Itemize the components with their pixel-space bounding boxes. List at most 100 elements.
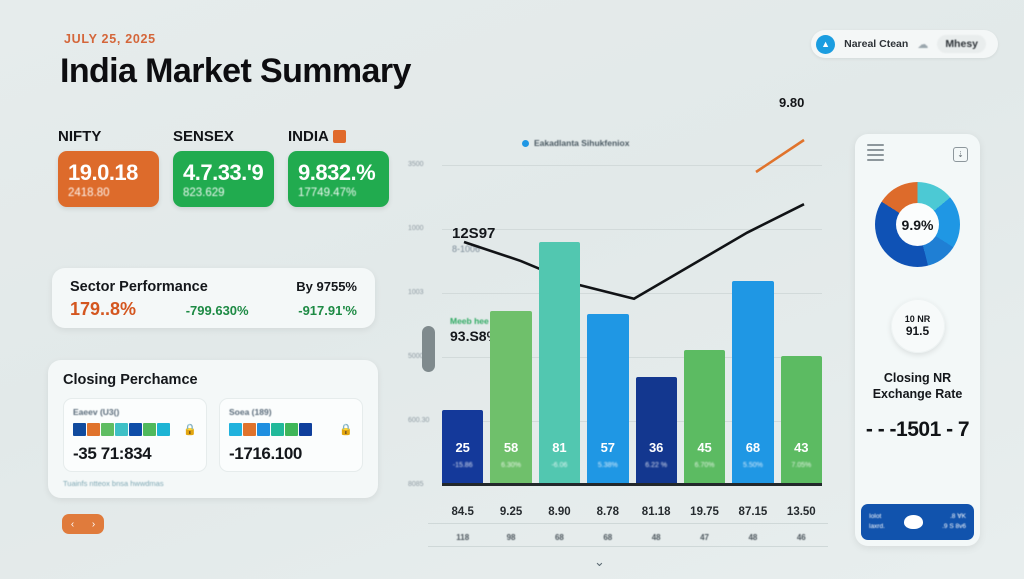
closing-subcard-1-value: -35 71:834 — [73, 444, 197, 464]
main-bar-chart[interactable]: 3500100010035000600.308085 Eakadlanta Si… — [404, 120, 828, 560]
index-value-india: 9.832.% — [298, 160, 379, 186]
index-sub-sensex: 823.629 — [183, 187, 264, 199]
color-swatch — [257, 423, 270, 436]
y-axis-tick: 1000 — [408, 225, 424, 232]
flag-badge-icon — [333, 130, 346, 143]
bar[interactable]: 586.30% — [490, 311, 531, 485]
index-card-sensex[interactable]: SENSEX 4.7.33.'9 823.629 — [173, 128, 274, 207]
right-side-panel[interactable]: ⇣ 9.9% 10 NR 91.5 Closing NRExchange Rat… — [855, 134, 980, 546]
bar-sublabel: 7.05% — [781, 462, 822, 469]
index-cards: NIFTY 19.0.18 2418.80 SENSEX 4.7.33.'9 8… — [58, 128, 389, 207]
color-swatch — [157, 423, 170, 436]
index-card-india[interactable]: INDIA 9.832.% 17749.47% — [288, 128, 389, 207]
x-axis-sublabel: 46 — [781, 533, 822, 542]
color-swatch — [87, 423, 100, 436]
bar[interactable]: 45 6.70% — [684, 350, 725, 485]
index-box-sensex: 4.7.33.'9 823.629 — [173, 151, 274, 207]
footer-right-text: .8 ⱯK.9 S 8v6 — [942, 512, 966, 532]
rate-ball: 10 NR 91.5 — [891, 299, 945, 353]
bar[interactable]: 68 5.50% — [732, 281, 773, 485]
hamburger-icon[interactable] — [867, 144, 884, 164]
closing-subcard-2[interactable]: Soea (189) 🔒 -1716.100 — [219, 398, 363, 472]
bar-value: 25 — [442, 440, 483, 455]
pagination-control[interactable]: ‹ › — [62, 514, 104, 534]
download-icon[interactable]: ⇣ — [953, 147, 968, 162]
cloud-icon: ☁ — [917, 38, 928, 51]
bar[interactable]: 366.22 % — [636, 377, 677, 485]
bar-value: 36 — [636, 440, 677, 455]
closing-title: Closing Perchamce — [63, 372, 363, 388]
x-axis-label: 87.15 — [732, 506, 773, 518]
bar[interactable]: 81 -6.06 — [539, 242, 580, 485]
bar-value: 81 — [539, 440, 580, 455]
chart-scroll-handle[interactable] — [422, 326, 435, 372]
sector-value-main: 179..8% — [70, 299, 136, 320]
bar-value: 68 — [732, 440, 773, 455]
bar-sublabel: 6.30% — [490, 462, 531, 469]
index-box-india: 9.832.% 17749.47% — [288, 151, 389, 207]
x-axis-label: 13.50 — [781, 506, 822, 518]
exchange-rate-value: - - -1501 - 7 — [855, 418, 980, 442]
color-swatch — [229, 423, 242, 436]
color-swatch — [143, 423, 156, 436]
top-status-pill[interactable]: ▲ Nareal Ctean ☁ Mhesy — [811, 30, 998, 58]
color-swatch-row-1 — [73, 423, 170, 436]
sector-by-label: By 9755% — [296, 279, 357, 294]
bar-sublabel: -6.06 — [539, 462, 580, 469]
donut-center-value: 9.9% — [896, 203, 939, 246]
bar-sublabel: 5.50% — [732, 462, 773, 469]
x-axis-sublabel: 47 — [684, 533, 725, 542]
x-axis-label: 8.78 — [587, 506, 628, 518]
legend-label: Eakadlanta Sihukfeniox — [534, 138, 629, 148]
chevron-down-icon[interactable]: ⌄ — [594, 554, 605, 570]
donut-chart[interactable]: 9.9% — [875, 182, 960, 267]
lock-icon: 🔒 — [183, 423, 197, 436]
bar-value: 45 — [684, 440, 725, 455]
y-axis-tick: 1003 — [408, 289, 424, 296]
bar[interactable]: 575.38% — [587, 314, 628, 485]
top-pill-label-1: Nareal Ctean — [844, 38, 908, 50]
x-axis-labels-secondary: 11898686848474846 — [442, 533, 822, 542]
next-button[interactable]: › — [92, 519, 95, 530]
top-pill-label-2: Mhesy — [937, 35, 986, 53]
sector-value-3: -917.91'% — [298, 303, 357, 318]
index-sub-nifty: 2418.80 — [68, 187, 149, 199]
y-axis-tick: 3500 — [408, 161, 424, 168]
color-swatch — [115, 423, 128, 436]
index-label-india: INDIA — [288, 128, 329, 145]
x-axis-label: 9.25 — [490, 506, 531, 518]
x-axis-line — [442, 483, 822, 486]
x-axis-label: 84.5 — [442, 506, 483, 518]
y-axis-tick: 600.30 — [408, 417, 429, 424]
x-axis-labels-primary: 84.59.258.908.7881.1819.7587.1513.50 — [442, 506, 822, 518]
chart-legend[interactable]: Eakadlanta Sihukfeniox — [522, 138, 629, 148]
color-swatch — [101, 423, 114, 436]
index-name-sensex: SENSEX — [173, 128, 274, 145]
bar[interactable]: 437.05% — [781, 356, 822, 485]
dashboard-page: JULY 25, 2025 India Market Summary ▲ Nar… — [0, 0, 1024, 579]
x-axis-sublabel: 98 — [490, 533, 531, 542]
closing-footnote: Tuainfs ntteox bnsa hwwdmas — [63, 479, 363, 488]
index-sub-india: 17749.47% — [298, 187, 379, 199]
color-swatch-row-2 — [229, 423, 312, 436]
bar-sublabel: 6.70% — [684, 462, 725, 469]
closing-subcard-1[interactable]: Eaeev (U3() 🔒 -35 71:834 — [63, 398, 207, 472]
panel-footer-bar[interactable]: Iolotlaxrd. .8 ⱯK.9 S 8v6 — [861, 504, 974, 540]
index-value-nifty: 19.0.18 — [68, 160, 149, 186]
rate-ball-line1: 10 NR — [905, 314, 931, 324]
color-swatch — [271, 423, 284, 436]
color-swatch — [285, 423, 298, 436]
closing-performance-card[interactable]: Closing Perchamce Eaeev (U3() 🔒 -35 71:8… — [48, 360, 378, 498]
lock-icon: 🔒 — [339, 423, 353, 436]
x-axis-label: 81.18 — [636, 506, 677, 518]
prev-button[interactable]: ‹ — [71, 519, 74, 530]
y-axis-tick: 8085 — [408, 481, 424, 488]
bar-value: 57 — [587, 440, 628, 455]
index-name-india: INDIA — [288, 128, 389, 145]
index-card-nifty[interactable]: NIFTY 19.0.18 2418.80 — [58, 128, 159, 207]
color-swatch — [73, 423, 86, 436]
sector-performance-card[interactable]: Sector Performance By 9755% 179..8% -799… — [52, 268, 375, 328]
sector-title: Sector Performance — [70, 279, 208, 295]
x-axis-label: 8.90 — [539, 506, 580, 518]
bar[interactable]: 25-15.86 — [442, 410, 483, 485]
